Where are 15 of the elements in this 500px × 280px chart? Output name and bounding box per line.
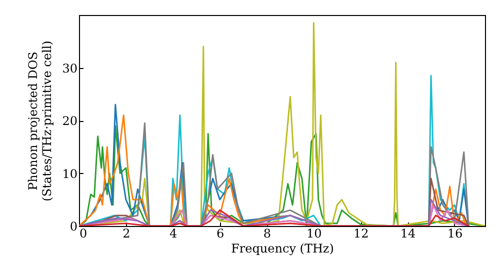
x-tick-label: 0 — [80, 226, 88, 240]
x-tick-label: 8 — [263, 226, 272, 240]
y-tick-label: 20 — [62, 114, 78, 128]
x-axis-title: Frequency (THz) — [231, 242, 334, 256]
x-tick-label: 10 — [306, 226, 322, 240]
y-tick-label: 10 — [62, 166, 78, 181]
y-axis-title: Phonon projected DOS (States/THz·primitive cell) — [26, 40, 54, 202]
line-series — [79, 209, 470, 226]
x-tick-label: 16 — [447, 226, 463, 240]
x-tick-label: 14 — [400, 226, 416, 240]
x-tick-label: 12 — [353, 226, 369, 240]
y-tick-label: 30 — [62, 61, 78, 76]
x-tick-label: 4 — [170, 226, 178, 240]
x-tick-label: 6 — [216, 226, 224, 240]
x-tick-label: 2 — [122, 226, 130, 240]
